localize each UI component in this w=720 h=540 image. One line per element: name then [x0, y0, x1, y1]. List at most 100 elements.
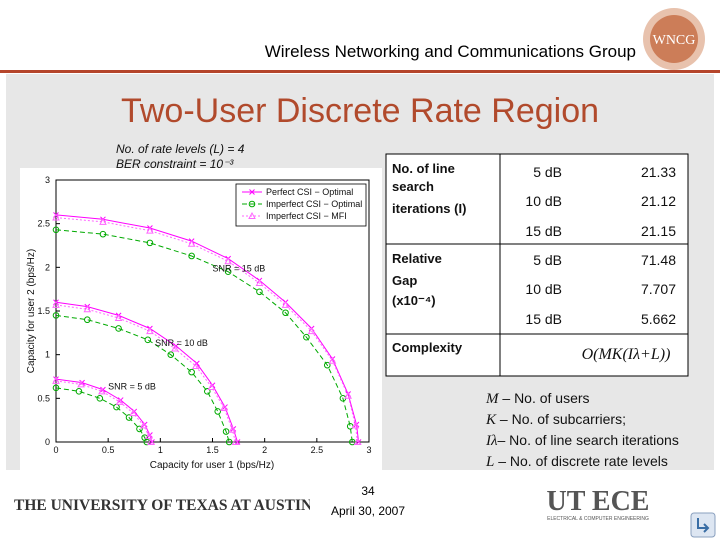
gap-value-5: 71.48	[641, 252, 676, 268]
data-point	[188, 252, 195, 260]
data-point	[99, 230, 107, 238]
data-point	[281, 300, 290, 308]
data-point	[328, 356, 337, 364]
data-point	[191, 361, 200, 370]
data-point	[52, 213, 60, 221]
x-tick-label: 2.5	[311, 445, 324, 455]
line-search-header-1: No. of line	[392, 161, 455, 176]
svg-text:ELECTRICAL & COMPUTER ENGINEER: ELECTRICAL & COMPUTER ENGINEERING	[547, 516, 649, 522]
x-axis-label: Capacity for user 1 (bps/Hz)	[150, 460, 275, 471]
legend-entry: Imperfect CSI − Optimal	[266, 199, 362, 209]
data-point	[129, 409, 138, 417]
y-tick-label: 2	[45, 262, 50, 272]
data-point	[224, 257, 232, 265]
iter-value-5: 21.33	[641, 164, 676, 180]
x-tick-label: 0	[53, 445, 58, 455]
gap-snr-15: 15 dB	[525, 311, 562, 327]
snr-annotation: SNR = 10 dB	[155, 338, 208, 348]
y-tick-label: 2.5	[37, 219, 50, 229]
data-point	[171, 344, 179, 352]
data-point	[136, 425, 143, 433]
data-point	[75, 388, 83, 395]
data-point	[256, 288, 263, 296]
data-point	[114, 313, 123, 321]
iter-snr-10: 10 dB	[525, 193, 562, 209]
series-curve	[52, 226, 356, 446]
gap-value-15: 5.662	[641, 311, 676, 327]
return-nav-button[interactable]	[690, 512, 716, 538]
data-point	[96, 395, 104, 402]
data-point	[255, 279, 264, 287]
series-curve	[52, 300, 240, 445]
data-point	[225, 438, 233, 446]
data-point	[353, 437, 362, 445]
data-point	[125, 414, 133, 421]
iter-snr-5: 5 dB	[533, 164, 562, 180]
ber-constraint-note: BER constraint = 10⁻³	[116, 157, 234, 171]
data-point	[115, 397, 124, 405]
gap-header-1: Relative	[392, 251, 442, 266]
return-arrow-icon	[697, 518, 710, 533]
data-point	[52, 226, 60, 234]
university-wordmark: THE UNIVERSITY OF TEXAS AT AUSTIN	[14, 497, 310, 514]
x-tick-label: 1	[158, 445, 163, 455]
gap-snr-10: 10 dB	[525, 281, 562, 297]
y-tick-label: 0.5	[37, 393, 50, 403]
data-point	[167, 351, 175, 358]
y-tick-label: 1	[45, 350, 50, 360]
wncg-logo-text: WNCG	[653, 33, 696, 48]
data-point	[214, 408, 222, 415]
wncg-logo: WNCG	[643, 8, 705, 70]
x-tick-label: 2	[262, 445, 267, 455]
data-point	[307, 327, 316, 335]
iter-snr-15: 15 dB	[525, 223, 562, 239]
complexity-header: Complexity	[392, 340, 463, 355]
data-point	[146, 327, 154, 335]
series-line	[55, 314, 230, 443]
gap-header-2: Gap	[392, 273, 417, 288]
data-point	[303, 333, 310, 341]
data-point	[207, 382, 216, 390]
data-point	[188, 368, 195, 376]
data-point	[139, 421, 148, 429]
symbol-definitions: M – No. of users K – No. of subcarriers;…	[486, 388, 679, 472]
series-line	[55, 380, 152, 443]
series-line	[55, 301, 238, 443]
presentation-date: April 30, 2007	[330, 504, 406, 518]
ut-ece-logo: UT ECE ELECTRICAL & COMPUTER ENGINEERING	[547, 486, 650, 522]
gap-value-10: 7.707	[641, 281, 676, 297]
gap-snr-5: 5 dB	[533, 252, 562, 268]
definition-k: K – No. of subcarriers;	[486, 411, 626, 428]
iter-value-10: 21.12	[641, 193, 676, 209]
series-line	[55, 214, 360, 443]
data-point	[228, 425, 237, 433]
definition-m: M – No. of users	[486, 390, 590, 407]
data-point	[52, 384, 60, 392]
data-point	[349, 438, 356, 446]
data-point	[323, 361, 331, 369]
data-point	[145, 431, 153, 439]
data-point	[83, 305, 92, 313]
svg-text:UT ECE: UT ECE	[547, 486, 650, 517]
series-curve	[52, 312, 233, 446]
series-curve	[52, 213, 362, 445]
slide-title: Two-User Discrete Rate Region	[120, 92, 600, 130]
chart-legend	[235, 183, 367, 227]
series-curve	[52, 376, 155, 445]
data-point	[84, 316, 91, 324]
data-point	[224, 268, 232, 276]
x-tick-label: 3	[366, 445, 371, 455]
iter-value-15: 21.15	[641, 223, 676, 239]
data-point	[52, 376, 60, 384]
snr-annotation: SNR = 15 dB	[213, 264, 266, 274]
series-line	[55, 387, 148, 443]
series-line	[55, 229, 353, 443]
data-point	[222, 428, 230, 435]
rate-levels-note: No. of rate levels (L) = 4	[116, 142, 245, 156]
data-point	[203, 388, 211, 395]
data-point	[99, 217, 107, 225]
header-divider	[0, 70, 720, 73]
data-point	[147, 437, 155, 445]
